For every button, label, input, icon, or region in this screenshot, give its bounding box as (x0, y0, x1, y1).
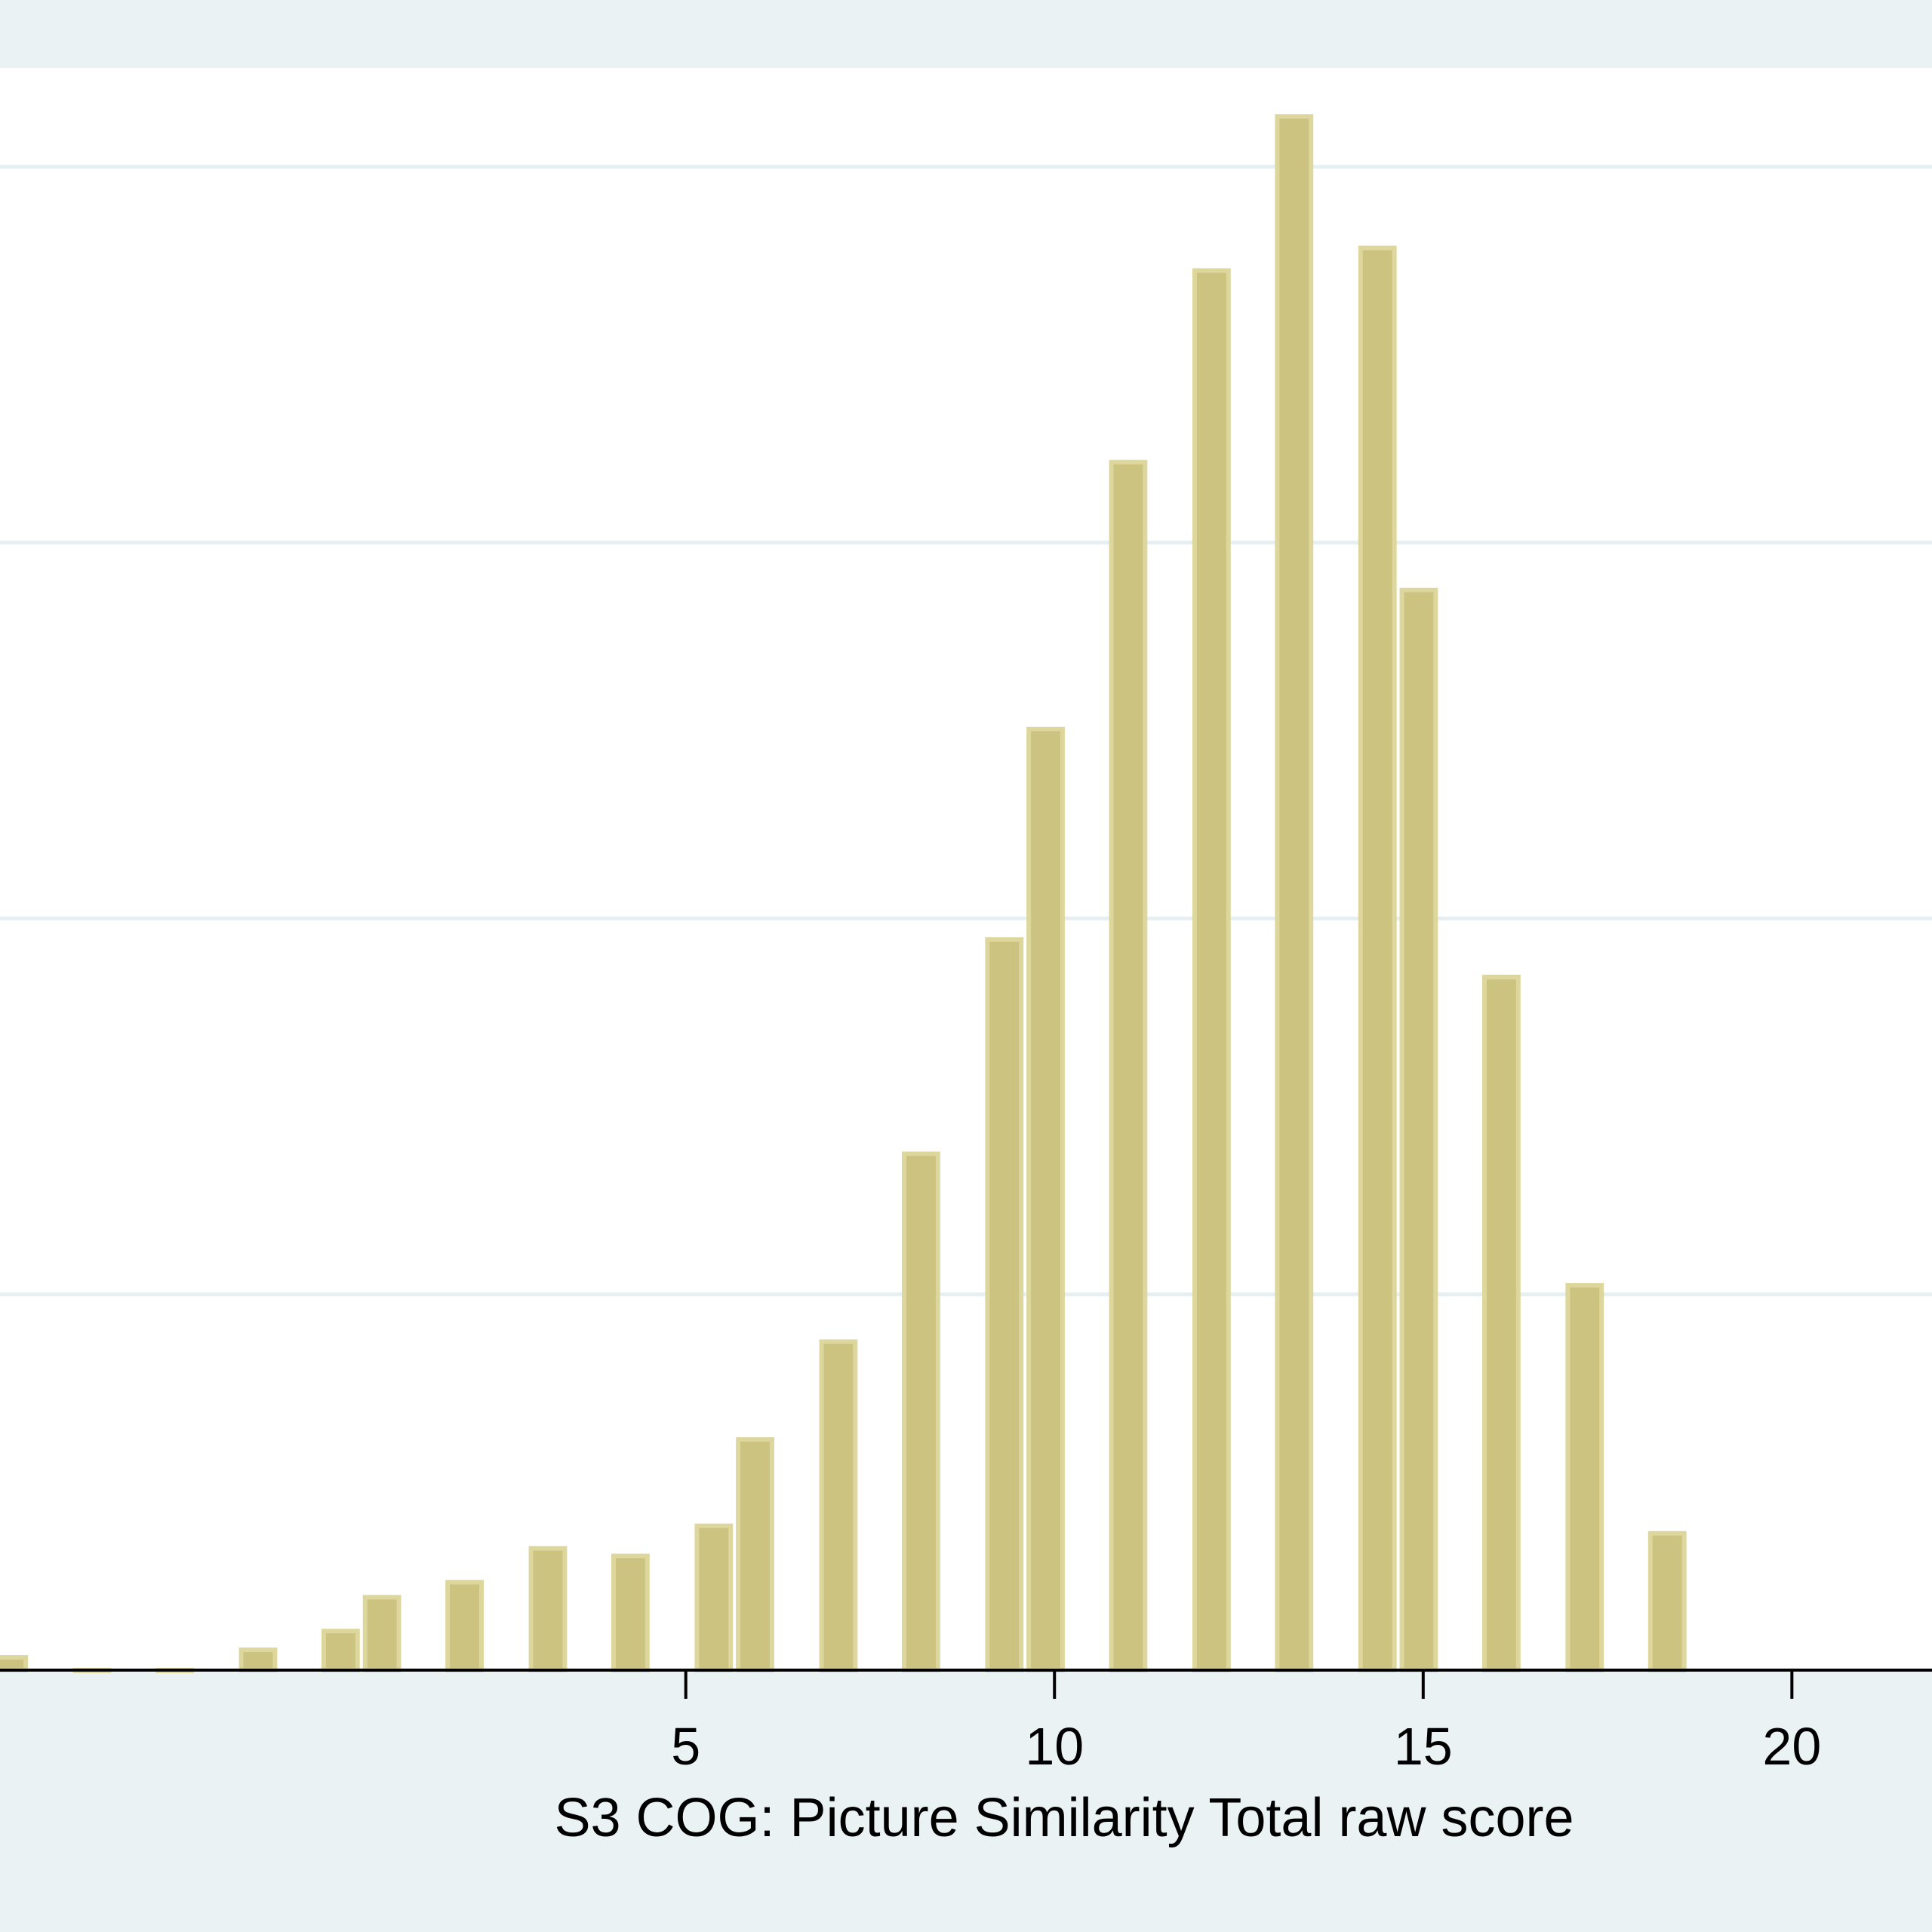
x-tick-label: 15 (1394, 1717, 1453, 1776)
x-axis-ticks: 5 10 15 20 (671, 1670, 1821, 1776)
histogram-bar (901, 1151, 940, 1672)
histogram-bar (362, 1595, 401, 1672)
plot-area (0, 68, 1932, 1672)
histogram-bar (0, 1655, 29, 1673)
histogram-bar (819, 1339, 858, 1672)
x-tick-label: 10 (1025, 1717, 1084, 1776)
x-tick-label: 20 (1762, 1717, 1821, 1776)
histogram-bar (321, 1629, 360, 1672)
histogram-bar (1026, 727, 1065, 1672)
histogram-bar (1565, 1283, 1604, 1673)
histogram-bar (1358, 245, 1397, 1673)
gridlines (0, 165, 1932, 1297)
histogram-bar (238, 1647, 278, 1673)
x-tick-label: 5 (671, 1717, 700, 1776)
histogram-bar (985, 937, 1024, 1672)
histogram-bar (1481, 974, 1521, 1672)
histogram-bar (445, 1580, 484, 1672)
histogram-bar (1399, 587, 1438, 1672)
histogram-bar (611, 1553, 650, 1673)
histogram-bar (1192, 268, 1231, 1673)
histogram-bar (1109, 460, 1148, 1673)
histogram-bar (694, 1523, 734, 1673)
x-axis-title: S3 COG: Picture Similarity Total raw sco… (554, 1788, 1574, 1848)
histogram-bar (1647, 1531, 1687, 1672)
histogram-bar (736, 1437, 774, 1672)
bars (0, 114, 1687, 1673)
histogram-bar (1275, 114, 1314, 1672)
histogram-bar (528, 1546, 568, 1672)
